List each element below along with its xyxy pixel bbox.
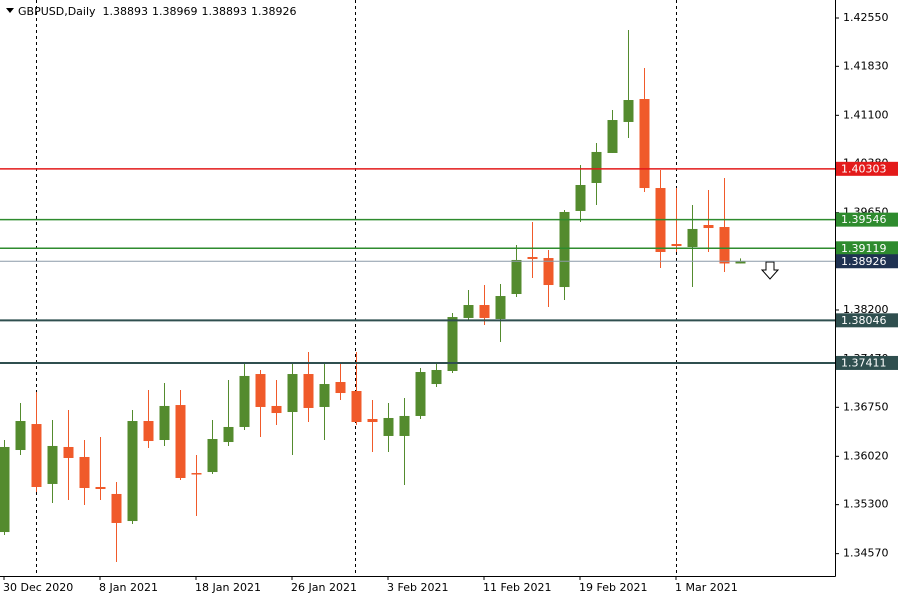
candle-body [415, 372, 426, 416]
ohlc-open: 1.38893 [103, 5, 149, 18]
candle-body [271, 405, 282, 414]
level-label-box [836, 254, 898, 269]
candle-body [239, 375, 250, 427]
y-tick-label: 1.41100 [843, 108, 889, 121]
y-tick-label: 1.41830 [843, 59, 889, 72]
candle-body [479, 305, 490, 318]
candle-body [431, 369, 442, 385]
level-label: 1.40303 [841, 162, 887, 175]
level-label-box [836, 241, 898, 256]
candle-body [575, 184, 586, 211]
candle-body [367, 418, 378, 423]
candle-body [223, 426, 234, 443]
symbol: GBPUSD,Daily [18, 5, 96, 18]
candle-body [319, 384, 330, 407]
candle-body [639, 99, 650, 189]
y-tick-label: 1.34570 [843, 547, 889, 560]
candle-body [111, 493, 122, 523]
y-tick-label: 1.42550 [843, 11, 889, 24]
candle-body [495, 296, 506, 319]
candle-body [559, 211, 570, 288]
candle-body [687, 228, 698, 248]
level-label-box [836, 212, 898, 227]
candle-body [287, 374, 298, 413]
candle-body [15, 421, 26, 451]
candle-body [31, 424, 42, 487]
x-tick-label: 11 Feb 2021 [483, 581, 551, 594]
candle-body [127, 421, 138, 522]
ohlc-low: 1.38893 [202, 5, 248, 18]
candle-body [95, 486, 106, 490]
candle-body [543, 258, 554, 286]
candle-body [383, 417, 394, 436]
x-tick-label: 19 Feb 2021 [579, 581, 647, 594]
candle-body [719, 227, 730, 264]
x-tick-label: 1 Mar 2021 [675, 581, 738, 594]
level-label-box [836, 313, 898, 328]
x-tick-label: 3 Feb 2021 [387, 581, 448, 594]
candle-body [207, 438, 218, 473]
candle-body [303, 374, 314, 408]
y-tick-label: 1.35300 [843, 498, 889, 511]
candle-body [175, 405, 186, 478]
candle-body [0, 446, 10, 533]
candle-body [335, 382, 346, 394]
candle-body [463, 305, 474, 318]
y-tick-label: 1.38200 [843, 303, 889, 316]
candle-body [47, 445, 58, 484]
candle-body [511, 259, 522, 295]
ohlc-close: 1.38926 [251, 5, 297, 18]
level-label: 1.39546 [841, 213, 887, 226]
candle-body [527, 257, 538, 259]
x-tick-label: 30 Dec 2020 [3, 581, 73, 594]
candle-body [607, 120, 618, 153]
level-label: 1.38046 [841, 314, 887, 327]
level-label: 1.38926 [841, 255, 887, 268]
level-label: 1.39119 [841, 242, 887, 255]
sell-arrow [760, 261, 780, 280]
candle-body [351, 391, 362, 423]
candle-body [399, 415, 410, 436]
y-tick-label: 1.36750 [843, 400, 889, 413]
candle-body [671, 243, 682, 247]
candle-body [63, 446, 74, 458]
candle-body [623, 100, 634, 122]
y-tick-label: 1.36020 [843, 449, 889, 462]
level-label-box [836, 161, 898, 176]
x-tick-label: 26 Jan 2021 [291, 581, 357, 594]
candle-body [159, 405, 170, 441]
ohlc-high: 1.38969 [152, 5, 198, 18]
x-tick-label: 18 Jan 2021 [195, 581, 261, 594]
header: GBPUSD,Daily 1.38893 1.38969 1.38893 1.38926 [18, 5, 297, 18]
candle-body [79, 456, 90, 488]
candle-body [143, 421, 154, 442]
candle-body [447, 317, 458, 372]
candle-body [735, 261, 746, 264]
x-tick-label: 8 Jan 2021 [99, 581, 158, 594]
candle-body [591, 151, 602, 183]
candle-body [255, 374, 266, 407]
menu-triangle [6, 8, 14, 13]
candle-body [191, 473, 202, 475]
level-label: 1.37411 [841, 356, 887, 369]
candle-body [703, 225, 714, 229]
level-label-box [836, 355, 898, 370]
